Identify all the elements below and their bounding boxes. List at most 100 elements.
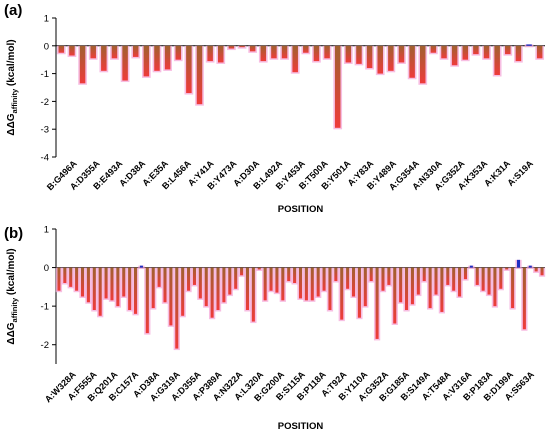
- bar: [493, 267, 497, 307]
- bar: [381, 267, 385, 291]
- bar: [298, 267, 303, 299]
- bar: [487, 267, 491, 295]
- bar: [334, 45, 341, 128]
- category-label: A:S19A: [505, 158, 535, 188]
- bar: [469, 265, 473, 268]
- bar: [287, 267, 291, 282]
- bar: [164, 45, 171, 70]
- bar: [169, 267, 173, 326]
- bar: [334, 267, 338, 282]
- bar: [239, 45, 245, 48]
- bar: [516, 259, 521, 268]
- panel-b-label: (b): [4, 225, 24, 242]
- bar: [204, 267, 208, 307]
- chart-b: 10-1-2A:W328AA:F555AB:Q201AB:C157AA:D38A…: [6, 225, 546, 432]
- bar: [281, 45, 288, 59]
- panel-a-label: (a): [4, 2, 23, 19]
- bar: [441, 45, 447, 59]
- bar: [399, 267, 403, 303]
- bar: [494, 45, 500, 75]
- bar: [175, 45, 182, 60]
- bar: [187, 267, 191, 291]
- bar: [377, 45, 383, 74]
- bar: [430, 45, 437, 53]
- bar: [181, 267, 185, 316]
- bar: [292, 45, 298, 73]
- bar: [416, 267, 420, 295]
- y-tick-label: 1: [44, 225, 49, 236]
- bar: [452, 267, 456, 291]
- bar: [458, 267, 462, 297]
- bar: [110, 267, 114, 301]
- bar: [369, 267, 373, 282]
- bar: [422, 267, 426, 282]
- bar: [393, 267, 397, 324]
- y-axis-label: ΔΔGaffinity (kcal/mol): [6, 39, 19, 135]
- bar: [186, 45, 192, 94]
- bar: [101, 45, 107, 71]
- bar: [69, 45, 75, 56]
- y-tick-label: -4: [41, 153, 49, 164]
- bar: [271, 45, 277, 59]
- y-tick-label: 0: [44, 263, 49, 274]
- bar: [322, 267, 326, 291]
- bar: [363, 267, 367, 307]
- bar: [328, 267, 332, 310]
- x-axis-label: POSITION: [278, 204, 324, 215]
- bar: [293, 267, 297, 283]
- bar: [151, 267, 155, 309]
- y-tick-label: -3: [41, 125, 49, 136]
- bar: [228, 267, 232, 295]
- bar: [388, 45, 394, 71]
- bar: [428, 267, 432, 309]
- bar: [216, 267, 220, 310]
- bar: [122, 267, 126, 297]
- bar: [240, 267, 244, 276]
- bar: [526, 44, 532, 46]
- bar: [473, 45, 479, 55]
- bar: [540, 267, 544, 276]
- bar: [260, 45, 267, 62]
- bar: [346, 267, 350, 289]
- bar: [340, 267, 344, 320]
- bar: [192, 267, 196, 285]
- bar: [58, 45, 65, 53]
- bar: [104, 267, 108, 299]
- bar: [303, 45, 309, 53]
- bar: [234, 267, 238, 289]
- bar: [511, 267, 515, 309]
- bar-shadow: [524, 44, 534, 48]
- bar: [134, 267, 138, 314]
- bar: [313, 45, 320, 62]
- bar: [75, 267, 79, 291]
- bar: [157, 267, 161, 287]
- bar: [249, 45, 256, 52]
- bar: [536, 45, 543, 59]
- bar: [410, 267, 414, 305]
- bar: [483, 45, 490, 59]
- bar: [111, 45, 118, 59]
- bar: [357, 267, 361, 318]
- bar: [451, 45, 458, 66]
- bar: [86, 267, 90, 303]
- bar: [522, 267, 526, 330]
- bar: [515, 45, 522, 62]
- bar: [198, 267, 202, 299]
- bar: [269, 267, 273, 291]
- bar: [324, 45, 330, 59]
- bar: [481, 267, 485, 291]
- bar: [222, 267, 226, 303]
- bar: [434, 267, 438, 295]
- bar: [356, 45, 362, 64]
- bar: [175, 267, 179, 349]
- bar: [409, 45, 415, 78]
- bar: [80, 267, 85, 297]
- bar: [405, 267, 409, 310]
- bar: [207, 45, 213, 62]
- bar: [475, 267, 479, 285]
- bar: [218, 45, 224, 63]
- bar: [163, 267, 167, 303]
- bar: [281, 267, 285, 301]
- bar: [499, 267, 503, 289]
- bar: [139, 265, 143, 268]
